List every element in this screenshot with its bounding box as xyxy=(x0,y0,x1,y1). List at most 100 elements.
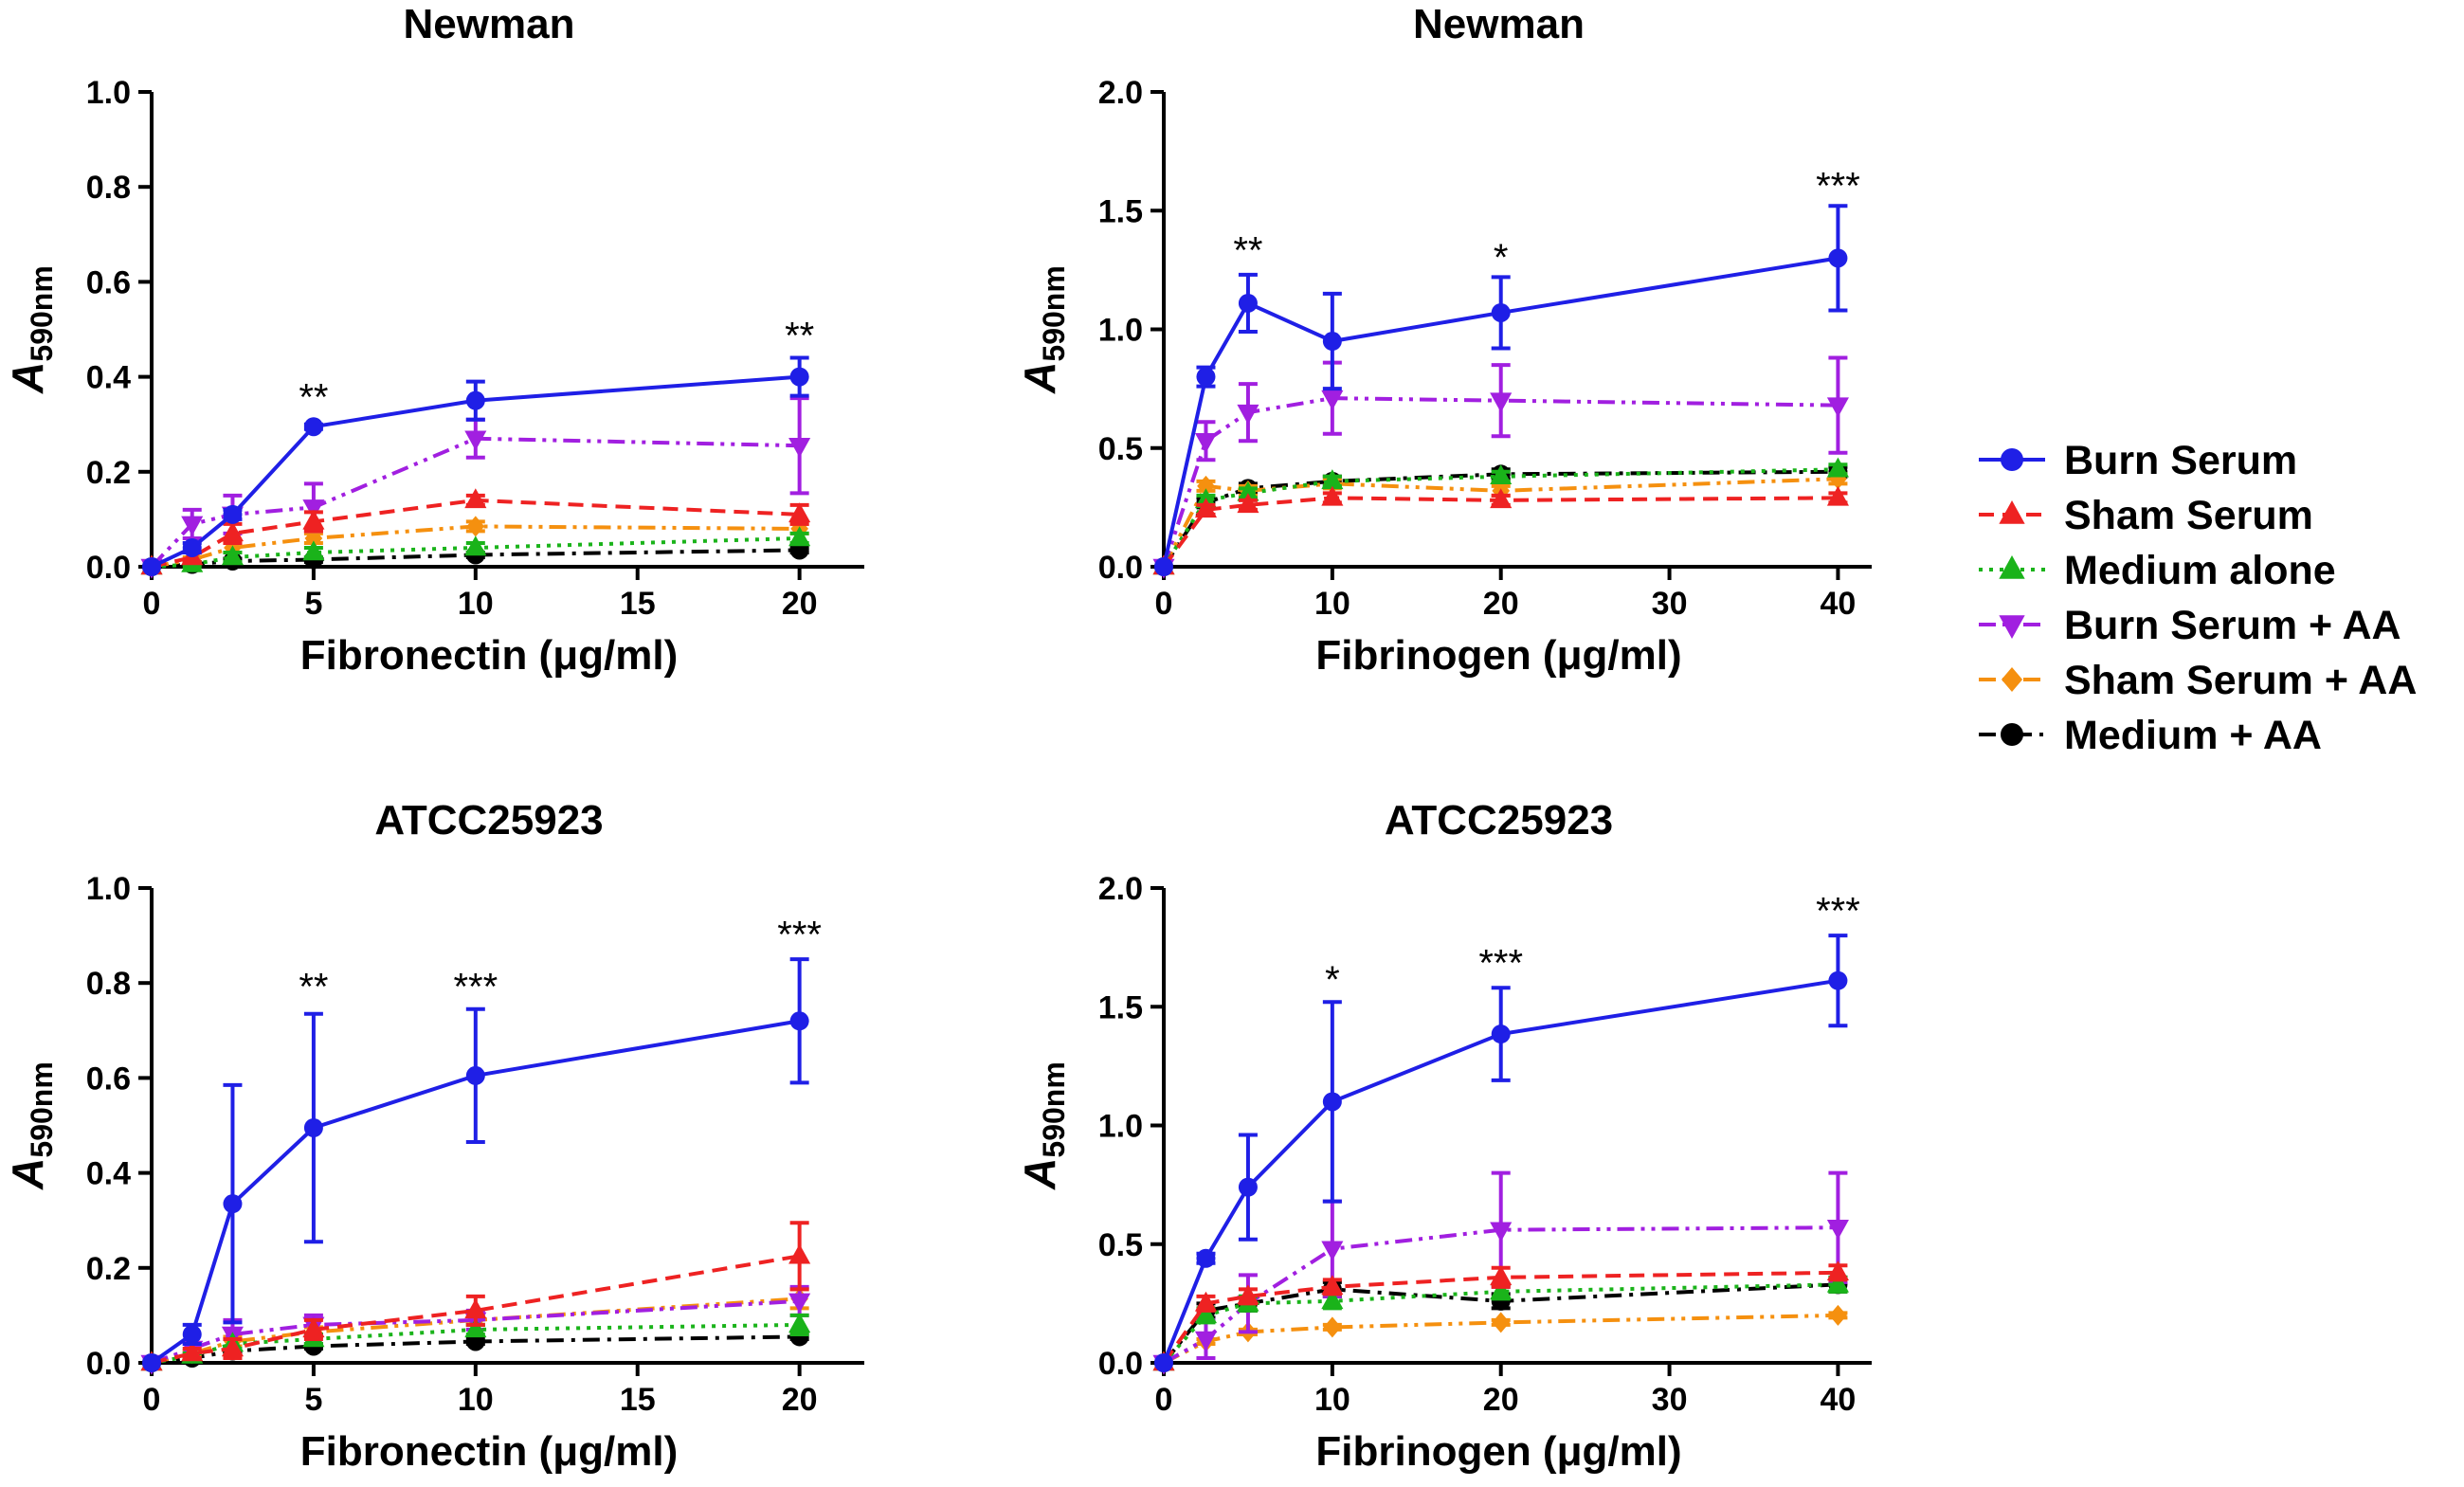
legend-marker xyxy=(2001,448,2023,471)
x-tick-label: 20 xyxy=(1483,586,1519,622)
data-point xyxy=(1826,397,1849,418)
legend-label: Sham Serum + AA xyxy=(2064,658,2417,703)
x-tick-label: 30 xyxy=(1652,586,1688,622)
x-tick-label: 10 xyxy=(1314,586,1350,622)
data-point xyxy=(1826,457,1849,478)
legend-marker xyxy=(2001,667,2023,692)
y-axis-label: A590nm xyxy=(3,265,59,394)
data-point xyxy=(1826,1260,1849,1281)
data-point xyxy=(1194,1331,1218,1351)
y-tick-label: 0.4 xyxy=(86,360,131,396)
data-point xyxy=(1194,432,1218,453)
data-point xyxy=(1321,1241,1344,1261)
significance-annotation: *** xyxy=(1478,943,1523,985)
data-point xyxy=(1321,1289,1344,1310)
significance-annotation: ** xyxy=(299,377,328,419)
series-burn-serum xyxy=(142,957,809,1372)
data-point xyxy=(464,430,487,451)
series-sham-serum xyxy=(140,1221,811,1371)
data-point xyxy=(182,1324,202,1344)
y-tick-label: 1.5 xyxy=(1098,193,1143,229)
data-point xyxy=(1196,1248,1216,1268)
significance-annotation: *** xyxy=(777,915,822,956)
x-tick-label: 0 xyxy=(143,586,161,622)
x-axis-label: Fibrinogen (μg/ml) xyxy=(1315,632,1681,679)
legend-entry-sham-serum-aa: Sham Serum + AA xyxy=(1979,658,2417,703)
series-line xyxy=(1162,396,1839,568)
series-line xyxy=(1162,256,1839,568)
significance-annotation: *** xyxy=(1816,166,1860,208)
legend-entry-burn-serum: Burn Serum xyxy=(1979,438,2297,483)
data-point xyxy=(788,437,811,458)
y-axis-label-main: A xyxy=(3,362,52,394)
data-point xyxy=(1323,1316,1342,1338)
y-tick-label: 0.0 xyxy=(1098,550,1143,586)
legend-marker xyxy=(1999,615,2025,639)
data-point xyxy=(1829,1304,1847,1326)
significance-annotation: ** xyxy=(1233,229,1262,271)
series-line xyxy=(1162,1282,1839,1365)
x-tick-label: 5 xyxy=(304,1382,322,1418)
data-point xyxy=(465,1065,485,1085)
y-axis-label: A590nm xyxy=(3,1061,59,1190)
y-tick-label: 0.5 xyxy=(1098,1227,1143,1263)
data-point xyxy=(1237,481,1259,501)
series-burn-serum-aa xyxy=(1152,355,1849,579)
data-point xyxy=(1237,493,1259,514)
data-point xyxy=(1154,557,1173,576)
significance-annotation: *** xyxy=(1816,891,1860,933)
x-tick-label: 30 xyxy=(1652,1382,1688,1418)
data-point xyxy=(1154,1353,1173,1372)
legend-label: Medium + AA xyxy=(2064,713,2322,758)
y-tick-label: 1.0 xyxy=(86,75,131,111)
chart-title: ATCC25923 xyxy=(374,797,603,843)
data-point xyxy=(1238,293,1258,313)
series-line xyxy=(1162,1270,1839,1365)
x-tick-label: 20 xyxy=(782,586,818,622)
x-axis-label: Fibronectin (μg/ml) xyxy=(300,632,678,679)
y-tick-label: 0.2 xyxy=(86,1251,131,1287)
x-tick-label: 40 xyxy=(1821,586,1857,622)
x-axis-label: Fibronectin (μg/ml) xyxy=(300,1428,678,1475)
y-tick-label: 1.0 xyxy=(1098,313,1143,349)
data-point xyxy=(1492,1312,1511,1333)
y-tick-label: 1.0 xyxy=(86,871,131,907)
y-axis-label: A590nm xyxy=(1015,265,1071,394)
data-point xyxy=(466,516,485,537)
series-line xyxy=(1162,496,1839,569)
series-burn-serum xyxy=(1154,204,1848,576)
series-line xyxy=(1162,978,1839,1364)
data-point xyxy=(221,1336,245,1357)
series-burn-serum xyxy=(142,355,809,576)
data-point xyxy=(1490,464,1513,485)
data-point xyxy=(221,521,245,542)
y-tick-label: 1.5 xyxy=(1098,989,1143,1025)
y-axis-label-main: A xyxy=(1015,1158,1064,1190)
series-line xyxy=(150,436,800,569)
x-tick-label: 20 xyxy=(1483,1382,1519,1418)
data-point xyxy=(788,502,811,523)
y-tick-label: 0.8 xyxy=(86,966,131,1002)
legend-entry-medium-alone: Medium alone xyxy=(1979,548,2336,593)
y-axis-label-sub: 590nm xyxy=(1037,1061,1071,1157)
y-tick-label: 1.0 xyxy=(1098,1109,1143,1145)
legend: Burn Serum Sham Serum Medium alone Burn Ser… xyxy=(1979,438,2417,758)
legend-label: Medium alone xyxy=(2064,548,2336,593)
y-tick-label: 0.2 xyxy=(86,455,131,491)
legend-entry-sham-serum: Sham Serum xyxy=(1979,493,2313,538)
data-point xyxy=(1194,1303,1218,1324)
data-point xyxy=(1322,332,1342,352)
data-point xyxy=(302,1317,325,1338)
y-tick-label: 0.8 xyxy=(86,170,131,206)
data-point xyxy=(302,540,325,561)
legend-entry-burn-serum-aa: Burn Serum + AA xyxy=(1979,603,2401,648)
data-point xyxy=(1321,469,1344,490)
data-point xyxy=(1490,392,1513,413)
y-axis-label-main: A xyxy=(1015,362,1064,394)
data-point xyxy=(1826,1272,1849,1293)
significance-annotation: * xyxy=(1494,237,1509,279)
data-point xyxy=(1490,488,1513,509)
x-tick-label: 15 xyxy=(620,586,656,622)
legend-entry-medium-aa: Medium + AA xyxy=(1979,713,2322,758)
legend-label: Burn Serum xyxy=(2064,438,2297,483)
